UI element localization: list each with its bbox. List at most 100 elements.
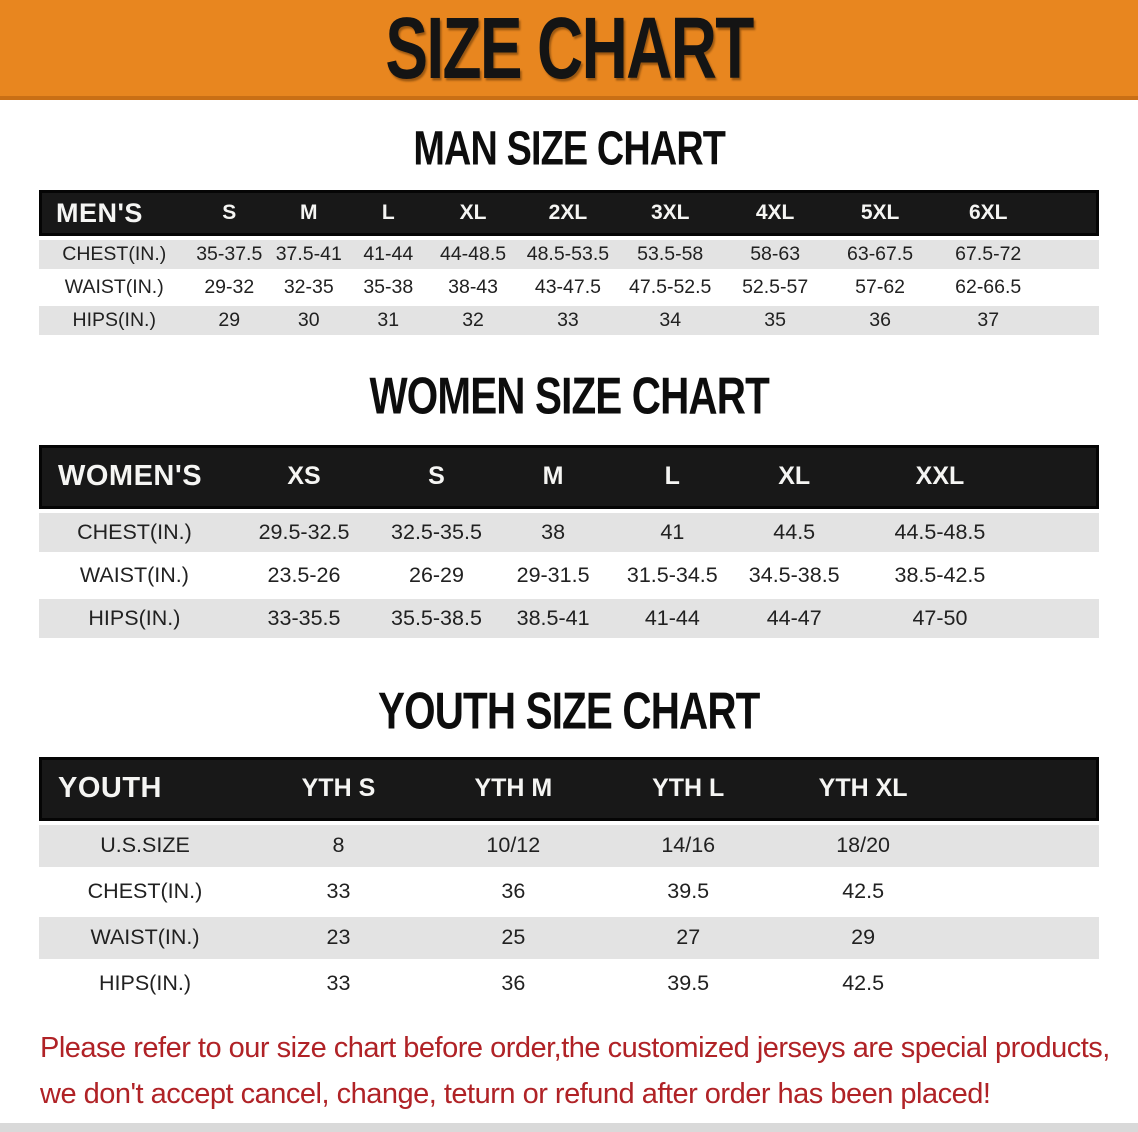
measurement-value: 38.5-42.5 <box>855 551 1025 595</box>
size-column-header: YTH S <box>251 756 426 821</box>
measurement-value: 23 <box>251 912 426 959</box>
measurement-value: 25 <box>425 912 601 959</box>
measurement-value: 34.5-38.5 <box>733 551 856 595</box>
measurement-value: 18/20 <box>775 820 951 867</box>
table-row: U.S.SIZE 8 10/12 14/16 18/20 <box>39 820 1099 867</box>
size-column-header: YTH XL <box>775 756 951 821</box>
measurement-label: CHEST(IN.) <box>39 236 190 270</box>
measurement-label: WAIST(IN.) <box>39 551 230 595</box>
size-column-header: S <box>189 190 270 237</box>
size-chart-banner: SIZE CHART <box>0 0 1138 100</box>
mens-size-table: MEN'S S M L XL 2XL 3XL 4XL 5XL 6XL CHEST(IN.) 35-37… <box>39 190 1099 336</box>
size-column-header: L <box>611 444 734 509</box>
header-spacer <box>1024 444 1099 509</box>
measurement-value: 36 <box>425 958 601 1005</box>
measurement-value: 23.5-26 <box>229 551 379 595</box>
size-column-header: XXL <box>855 444 1025 509</box>
table-row: CHEST(IN.) 33 36 39.5 42.5 <box>39 866 1099 913</box>
group-label-header: YOUTH <box>39 756 251 821</box>
measurement-value: 35-37.5 <box>189 236 270 270</box>
measurement-value: 37 <box>932 302 1044 336</box>
measurement-value: 47.5-52.5 <box>617 269 723 303</box>
measurement-value: 38.5-41 <box>494 594 612 638</box>
measurement-value: 52.5-57 <box>722 269 828 303</box>
row-spacer <box>1043 302 1099 336</box>
measurement-value: 58-63 <box>722 236 828 270</box>
measurement-value: 29 <box>775 912 951 959</box>
measurement-value: 44-48.5 <box>428 236 519 270</box>
size-column-header: XS <box>229 444 379 509</box>
measurement-value: 39.5 <box>600 866 776 913</box>
table-row: WAIST(IN.) 29-32 32-35 35-38 38-43 43-47.5 47.… <box>39 269 1099 303</box>
measurement-value: 14/16 <box>600 820 776 867</box>
measurement-value: 41-44 <box>348 236 429 270</box>
measurement-label: CHEST(IN.) <box>39 866 251 913</box>
measurement-value: 31.5-34.5 <box>611 551 734 595</box>
measurement-value: 33 <box>251 866 426 913</box>
measurement-value: 41 <box>611 508 734 552</box>
size-column-header: 3XL <box>617 190 723 237</box>
table-row: HIPS(IN.) 29 30 31 32 33 34 35 36 37 <box>39 302 1099 336</box>
measurement-value: 44.5-48.5 <box>855 508 1025 552</box>
measurement-value: 35 <box>722 302 828 336</box>
measurement-value: 33-35.5 <box>229 594 379 638</box>
mens-section-heading: MAN SIZE CHART <box>413 121 726 176</box>
measurement-value: 47-50 <box>855 594 1025 638</box>
measurement-label: U.S.SIZE <box>39 820 251 867</box>
measurement-value: 41-44 <box>611 594 734 638</box>
measurement-value: 29.5-32.5 <box>229 508 379 552</box>
measurement-value: 31 <box>348 302 429 336</box>
measurement-value: 67.5-72 <box>932 236 1044 270</box>
measurement-value: 39.5 <box>600 958 776 1005</box>
measurement-value: 29 <box>189 302 270 336</box>
row-spacer <box>950 912 1099 959</box>
measurement-value: 32-35 <box>269 269 349 303</box>
measurement-value: 8 <box>251 820 426 867</box>
banner-title: SIZE CHART <box>385 0 754 98</box>
order-policy-line-1: Please refer to our size chart before or… <box>40 1031 1110 1064</box>
measurement-label: HIPS(IN.) <box>39 302 190 336</box>
size-column-header: 4XL <box>722 190 828 237</box>
measurement-value: 27 <box>600 912 776 959</box>
header-spacer <box>1043 190 1099 237</box>
measurement-value: 32 <box>428 302 519 336</box>
size-column-header: M <box>494 444 612 509</box>
measurement-value: 29-32 <box>189 269 270 303</box>
measurement-value: 32.5-35.5 <box>378 508 495 552</box>
table-row: WAIST(IN.) 23 25 27 29 <box>39 912 1099 959</box>
table-row: HIPS(IN.) 33 36 39.5 42.5 <box>39 958 1099 1005</box>
measurement-value: 36 <box>827 302 933 336</box>
size-column-header: 5XL <box>827 190 933 237</box>
measurement-value: 43-47.5 <box>518 269 618 303</box>
row-spacer <box>950 820 1099 867</box>
row-spacer <box>950 958 1099 1005</box>
size-column-header: M <box>269 190 349 237</box>
size-column-header: 2XL <box>518 190 618 237</box>
size-header-row: WOMEN'S XS S M L XL XXL <box>39 444 1099 509</box>
measurement-value: 33 <box>518 302 618 336</box>
measurement-value: 34 <box>617 302 723 336</box>
measurement-value: 29-31.5 <box>494 551 612 595</box>
size-column-header: S <box>378 444 495 509</box>
row-spacer <box>1043 236 1099 270</box>
measurement-value: 36 <box>425 866 601 913</box>
measurement-value: 44-47 <box>733 594 856 638</box>
header-spacer <box>950 756 1099 821</box>
measurement-value: 62-66.5 <box>932 269 1044 303</box>
size-column-header: L <box>348 190 429 237</box>
measurement-value: 53.5-58 <box>617 236 723 270</box>
size-header-row: MEN'S S M L XL 2XL 3XL 4XL 5XL 6XL <box>39 190 1099 237</box>
row-spacer <box>950 866 1099 913</box>
order-policy-note: Please refer to our size chart before or… <box>0 1025 1138 1117</box>
table-row: WAIST(IN.) 23.5-26 26-29 29-31.5 31.5-34.5 34… <box>39 551 1099 595</box>
size-column-header: YTH M <box>425 756 601 821</box>
row-spacer <box>1024 551 1099 595</box>
bottom-edge-strip <box>0 1123 1138 1132</box>
table-row: CHEST(IN.) 29.5-32.5 32.5-35.5 38 41 44.5 44.5… <box>39 508 1099 552</box>
measurement-value: 42.5 <box>775 958 951 1005</box>
measurement-value: 57-62 <box>827 269 933 303</box>
row-spacer <box>1043 269 1099 303</box>
size-column-header: 6XL <box>932 190 1044 237</box>
measurement-value: 38-43 <box>428 269 519 303</box>
measurement-value: 38 <box>494 508 612 552</box>
